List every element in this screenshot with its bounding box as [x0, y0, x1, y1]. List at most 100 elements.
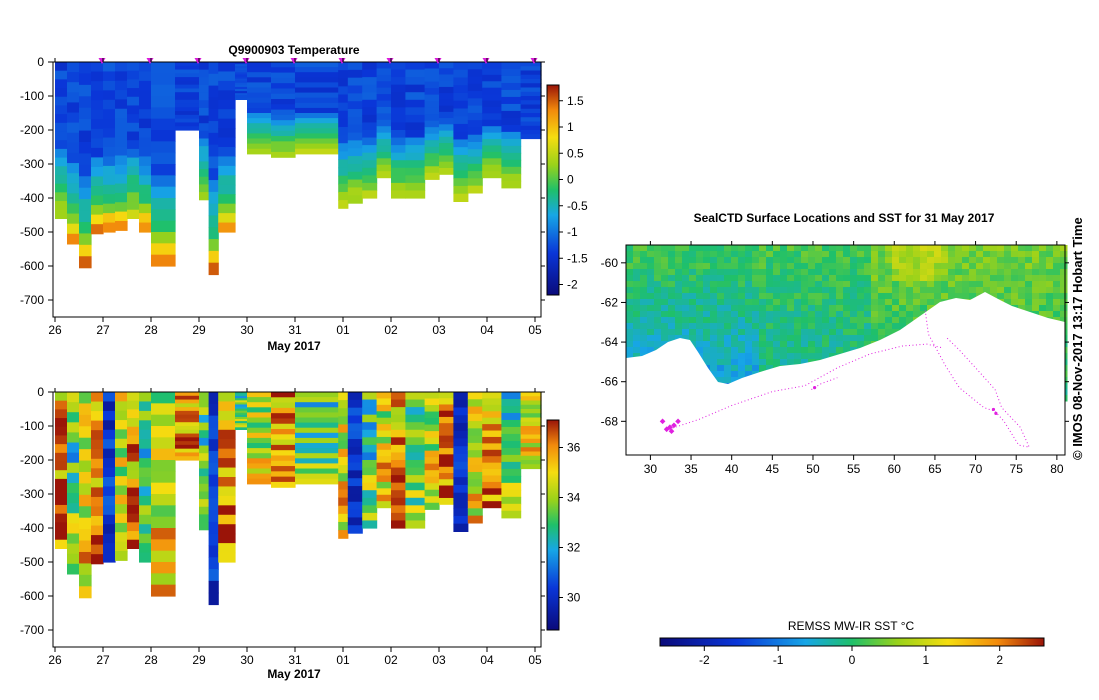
- sst-cell: [1046, 287, 1054, 294]
- temperature-cell: [79, 199, 92, 212]
- sst-cell: [780, 317, 788, 324]
- temperature-cell: [467, 105, 483, 114]
- salinity-cell: [79, 392, 92, 405]
- sst-cell: [717, 341, 725, 348]
- sst-cell: [724, 281, 732, 288]
- temperature-cell: [424, 114, 440, 122]
- salinity-cell: [235, 398, 248, 401]
- temperature-y-axis: 0-100-200-300-400-500-600-700: [20, 55, 545, 307]
- sst-cell: [682, 269, 690, 276]
- sst-cell: [668, 329, 676, 336]
- salinity-cell: [271, 429, 296, 435]
- temperature-profiles: [55, 62, 542, 276]
- temperature-cell: [347, 163, 363, 173]
- sst-cell: [948, 275, 956, 282]
- sst-cell: [906, 269, 914, 276]
- sst-cell: [731, 257, 739, 264]
- sst-cell: [808, 329, 816, 336]
- sst-cell: [822, 353, 830, 360]
- sst-cell: [668, 335, 676, 342]
- y-tick-label: -400: [20, 191, 44, 205]
- sst-cell: [717, 377, 725, 384]
- temperature-cell: [67, 152, 80, 164]
- salinity-cell: [199, 491, 210, 500]
- temperature-cell: [218, 184, 236, 195]
- sst-cell: [864, 257, 872, 264]
- temperature-cell: [376, 164, 392, 172]
- temperature-cell: [391, 69, 406, 78]
- y-tick-label: -600: [20, 259, 44, 273]
- salinity-cell: [482, 424, 502, 432]
- sst-cell: [836, 311, 844, 318]
- sst-cell: [836, 263, 844, 270]
- sst-cell: [773, 341, 781, 348]
- sst-cell: [801, 335, 809, 342]
- temperature-cell: [199, 84, 210, 94]
- salinity-cell: [208, 462, 219, 476]
- temperature-cell: [115, 136, 128, 147]
- salinity-cell: [208, 545, 219, 558]
- temperature-cell: [347, 195, 363, 204]
- sst-cell: [808, 299, 816, 306]
- sst-cell: [941, 281, 949, 288]
- salinity-cell: [424, 489, 440, 497]
- salinity-cell: [235, 408, 248, 412]
- sst-cell: [752, 245, 760, 252]
- temperature-cell: [151, 220, 176, 233]
- temperature-cell: [439, 149, 454, 157]
- sst-cell: [885, 317, 893, 324]
- salinity-cell: [453, 392, 469, 401]
- salinity-cell: [391, 444, 406, 454]
- salinity-cell: [127, 461, 140, 471]
- sst-cell: [857, 287, 865, 294]
- salinity-cell: [439, 454, 454, 462]
- sst-cell: [927, 269, 935, 276]
- sst-cell: [990, 245, 998, 252]
- sst-cell: [969, 287, 977, 294]
- sst-cell: [1011, 275, 1019, 282]
- sst-cell: [752, 323, 760, 330]
- sst-cell: [871, 293, 879, 300]
- sst-cell: [773, 287, 781, 294]
- sst-cell: [899, 281, 907, 288]
- y-tick-label: -100: [20, 419, 44, 433]
- sst-cell: [815, 335, 823, 342]
- sst-cell: [640, 287, 648, 294]
- sst-cell: [640, 305, 648, 312]
- sst-cell: [892, 293, 900, 300]
- sst-cell: [647, 263, 655, 270]
- temperature-cell: [55, 174, 68, 185]
- sst-cell: [668, 281, 676, 288]
- temperature-cell: [453, 131, 469, 141]
- temperature-cell: [501, 131, 522, 140]
- salinity-cell: [453, 500, 469, 509]
- sst-cell: [850, 287, 858, 294]
- temperature-cell: [127, 157, 140, 167]
- salinity-cell: [235, 402, 248, 406]
- sst-cell: [717, 287, 725, 294]
- sst-cell: [647, 299, 655, 306]
- sst-cell: [857, 341, 865, 348]
- temperature-cell: [247, 102, 272, 109]
- sst-cell: [710, 341, 718, 348]
- salinity-cell: [91, 496, 104, 508]
- sst-cell: [752, 347, 760, 354]
- sst-cell: [787, 275, 795, 282]
- sst-cell: [724, 329, 732, 336]
- sst-cell: [990, 287, 998, 294]
- temperature-cell: [439, 80, 454, 88]
- sst-cell: [668, 251, 676, 258]
- temperature-cell: [482, 87, 502, 95]
- sst-cell: [633, 311, 641, 318]
- sst-cell: [892, 305, 900, 312]
- sst-cell: [647, 341, 655, 348]
- sst-cell: [822, 263, 830, 270]
- salinity-cell: [453, 523, 469, 532]
- temperature-cell: [55, 88, 68, 98]
- salinity-cell: [362, 497, 378, 506]
- temperature-colorbar: [546, 84, 560, 296]
- salinity-cell: [482, 411, 502, 419]
- sst-cell: [633, 263, 641, 270]
- temperature-cell: [151, 152, 176, 165]
- sst-colorbar-tick-label: -1: [773, 653, 784, 667]
